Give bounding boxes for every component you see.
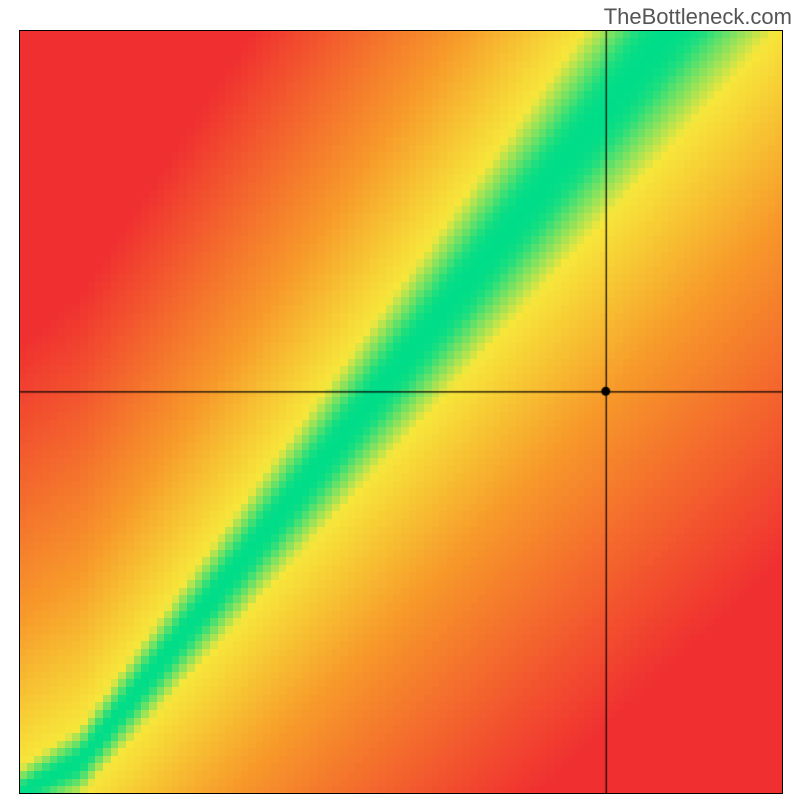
heatmap-canvas bbox=[19, 30, 783, 794]
watermark-text: TheBottleneck.com bbox=[604, 4, 792, 30]
chart-container: TheBottleneck.com bbox=[0, 0, 800, 800]
